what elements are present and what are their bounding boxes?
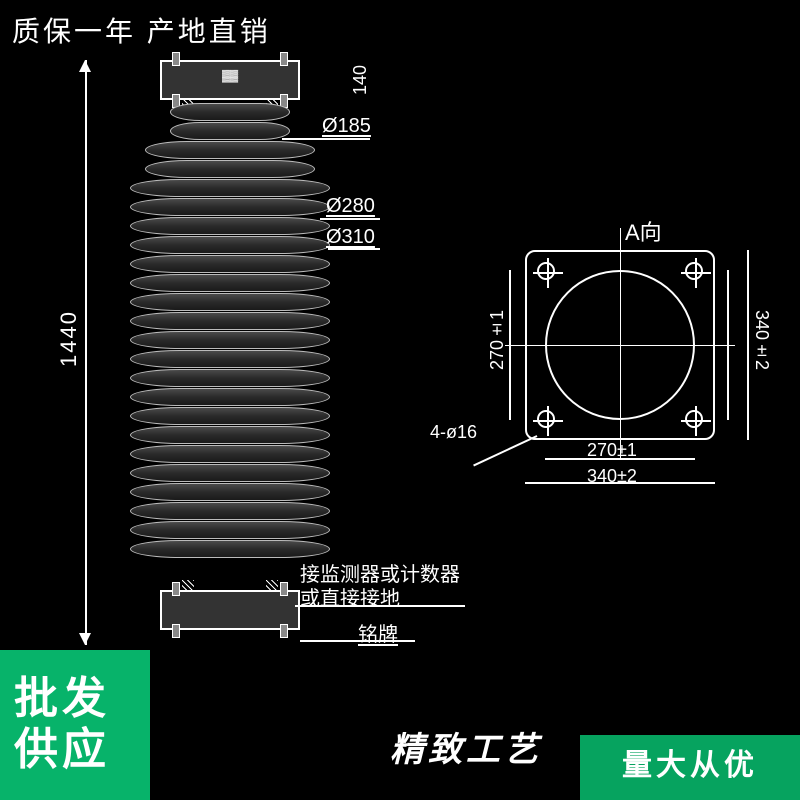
label-d185: Ø185: [322, 115, 371, 138]
bolt-hole-tl: [537, 262, 555, 280]
insulator-disc: [170, 103, 290, 121]
insulator-disc: [130, 540, 330, 558]
badge-left-line: 批发: [14, 674, 136, 725]
bolt-hole-bl: [537, 410, 555, 428]
insulator-disc: [130, 255, 330, 273]
insulator-disc: [130, 274, 330, 292]
insulator-disc: [130, 293, 330, 311]
insulator-bottom-cap: [160, 590, 300, 630]
insulator-top-cap: ▓▓: [160, 60, 300, 100]
dim-height-label: 1440: [56, 310, 82, 367]
dim-height-line: [85, 60, 87, 645]
leader-d185: [282, 138, 370, 140]
label-nameplate: 铭牌: [358, 618, 398, 647]
dim-140: 140: [350, 65, 371, 95]
insulator-disc: [130, 464, 330, 482]
insulator-disc: [145, 141, 315, 159]
flange-title: A向: [625, 215, 662, 247]
dim-inner-h-line-l: [509, 270, 511, 420]
bolt-hole-tr: [685, 262, 703, 280]
insulator-disc: [130, 407, 330, 425]
insulator-disc: [130, 236, 330, 254]
insulator-disc: [130, 445, 330, 463]
bolt-hole-br: [685, 410, 703, 428]
badge-left-line: 供应: [14, 725, 136, 776]
top-cap-hatch: ▓▓: [222, 70, 238, 82]
label-ground-2: 或直接接地: [300, 582, 400, 611]
label-bolt-spec: 4-ø16: [430, 422, 477, 443]
dim-outer-w: 340±2: [587, 466, 637, 487]
insulator-disc: [130, 350, 330, 368]
insulator-disc: [130, 426, 330, 444]
badge-left: 批发供应: [0, 650, 150, 800]
insulator-disc: [130, 369, 330, 387]
top-banner: 质保一年 产地直销: [0, 0, 800, 60]
insulator-disc: [170, 122, 290, 140]
bot-hatch-left: [182, 580, 194, 592]
bot-hatch-right: [266, 580, 278, 592]
dim-arrow-top: [79, 60, 91, 72]
insulator-disc: [130, 198, 330, 216]
badge-mid: 精致工艺: [390, 731, 542, 770]
insulator-disc: [145, 160, 315, 178]
label-d310: Ø310: [326, 226, 375, 249]
disc-stack: [130, 102, 330, 559]
flange-centerline-v: [620, 228, 621, 458]
insulator-disc: [130, 502, 330, 520]
insulator-disc: [130, 179, 330, 197]
insulator-disc: [130, 388, 330, 406]
dim-outer-h: 340±2: [751, 310, 772, 370]
insulator-disc: [130, 331, 330, 349]
insulator-disc: [130, 483, 330, 501]
insulator-disc: [130, 521, 330, 539]
dim-inner-h-line: [727, 270, 729, 420]
insulator-disc: [130, 312, 330, 330]
dim-inner-w: 270±1: [587, 440, 637, 461]
leader-d280: [320, 218, 380, 220]
insulator-disc: [130, 217, 330, 235]
flange-view: A向 4-ø16 270±1 340±2 340±2 270±1: [495, 210, 745, 490]
badge-right: 量大从优: [580, 735, 800, 800]
leader-bolt-spec: [473, 435, 537, 466]
dim-arrow-bottom: [79, 633, 91, 645]
dim-inner-h: 270±1: [487, 310, 508, 370]
dim-outer-h-line: [747, 250, 749, 440]
label-d280: Ø280: [326, 195, 375, 218]
